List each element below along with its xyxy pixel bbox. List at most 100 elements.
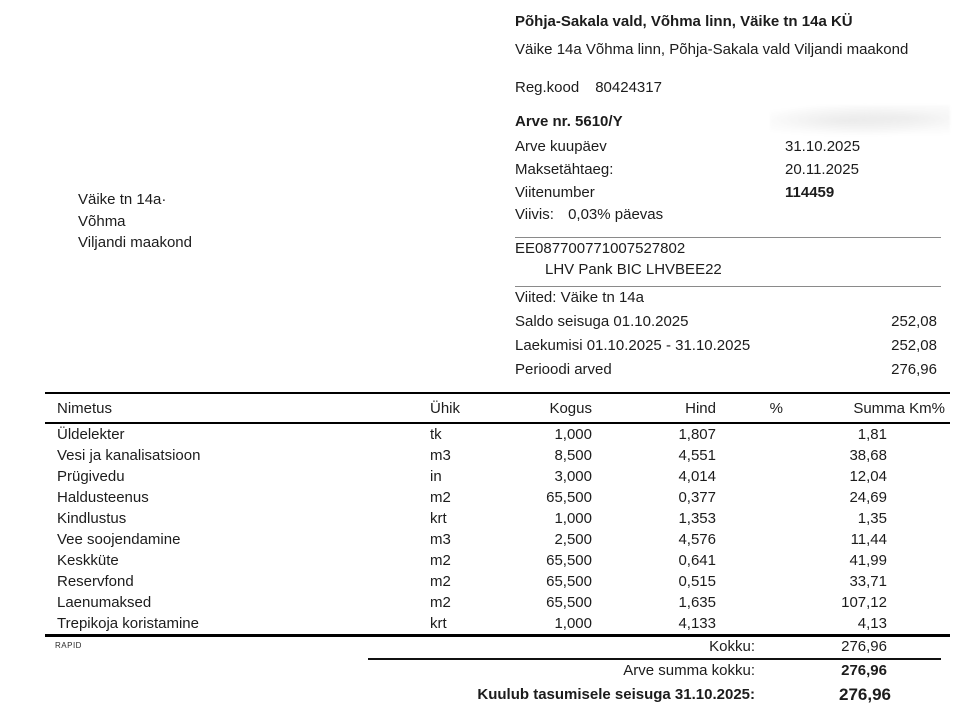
late-fee-row: Viivis: 0,03% päevas <box>515 205 941 225</box>
amount-due-row: Kuulub tasumisele seisuga 31.10.2025: 27… <box>45 683 950 707</box>
column-header-percent: % <box>716 392 783 424</box>
subtotal-row: Kokku: 276,96 <box>45 637 950 657</box>
payments-received-row: Laekumisi 01.10.2025 - 31.10.2025 252,08 <box>515 336 941 356</box>
table-cell: m3 <box>430 531 451 548</box>
invoice-total-row: Arve summa kokku: 276,96 <box>45 661 950 681</box>
postal-address: Väike tn 14a· Võhma Viljandi maakond <box>78 189 192 254</box>
table-row: Prügivedu in 3,000 4,014 12,04 <box>45 466 950 487</box>
bank-name: LHV Pank BIC LHVBEE22 <box>545 261 722 278</box>
scan-artifact <box>770 105 950 137</box>
table-row: Vesi ja kanalisatsioon m3 8,500 4,551 38,68 <box>45 445 950 466</box>
table-cell: 12,04 <box>849 468 887 485</box>
table-cell: 0,515 <box>678 573 716 590</box>
invoice-date-value: 31.10.2025 <box>785 138 861 155</box>
period-invoices-row: Perioodi arved 276,96 <box>515 360 941 380</box>
table-cell <box>716 487 783 508</box>
table-cell: Vee soojendamine <box>57 531 181 548</box>
table-row: Vee soojendamine m3 2,500 4,576 11,44 <box>45 529 950 550</box>
table-cell: 1,807 <box>678 426 716 443</box>
table-cell: 1,35 <box>857 510 887 527</box>
reg-code-line: Reg.kood 80424317 <box>515 78 941 98</box>
table-cell: 65,500 <box>546 552 592 569</box>
table-cell: 2,500 <box>554 531 592 548</box>
amount-due-label: Kuulub tasumisele seisuga 31.10.2025: <box>477 686 755 703</box>
column-header-nimetus: Nimetus <box>45 392 420 424</box>
software-watermark: RAPID <box>55 641 82 650</box>
table-cell: 4,551 <box>678 447 716 464</box>
table-row: Laenumaksed m2 65,500 1,635 107,12 <box>45 592 950 613</box>
table-cell <box>716 592 783 613</box>
table-row: Kindlustus krt 1,000 1,353 1,35 <box>45 508 950 529</box>
payments-received-label: Laekumisi 01.10.2025 - 31.10.2025 <box>515 337 751 354</box>
table-cell: krt <box>430 510 447 527</box>
table-cell: Vesi ja kanalisatsioon <box>57 447 201 464</box>
table-cell <box>716 550 783 571</box>
reference-number-row: Viitenumber 114459 <box>515 183 941 203</box>
invoice-date-row: Arve kuupäev 31.10.2025 <box>515 137 941 157</box>
column-header-hind: Hind <box>592 392 716 424</box>
table-cell: krt <box>420 613 535 637</box>
table-row: Haldusteenus m2 65,500 0,377 24,69 <box>45 487 950 508</box>
subtotal-label: Kokku: <box>709 638 755 655</box>
iban: EE087700771007527802 <box>515 240 686 257</box>
opening-balance-row: Saldo seisuga 01.10.2025 252,08 <box>515 312 941 332</box>
table-cell <box>716 466 783 487</box>
totals-divider <box>368 658 941 660</box>
table-cell: Laenumaksed <box>57 594 152 611</box>
opening-balance-label: Saldo seisuga 01.10.2025 <box>515 313 689 330</box>
table-cell <box>716 423 783 445</box>
table-cell: Prügivedu <box>57 468 125 485</box>
recipient-address: Väike 14a Võhma linn, Põhja-Sakala vald … <box>515 41 909 58</box>
table-cell: 1,635 <box>678 594 716 611</box>
opening-balance-value: 252,08 <box>891 313 937 330</box>
table-cell: 1,000 <box>554 510 592 527</box>
table-cell: 65,500 <box>546 594 592 611</box>
table-cell: 8,500 <box>554 447 592 464</box>
due-date-value: 20.11.2025 <box>785 161 859 178</box>
late-fee-label: Viivis: <box>515 206 554 223</box>
table-cell: Trepikoja koristamine <box>45 613 420 637</box>
table-cell: 11,44 <box>850 531 887 548</box>
invoice-date-label: Arve kuupäev <box>515 138 607 155</box>
postal-address-line: Viljandi maakond <box>78 234 192 251</box>
table-cell <box>716 571 783 592</box>
reference-line: Viited: Väike tn 14a <box>515 289 644 306</box>
table-cell: m2 <box>430 552 451 569</box>
column-header-uhik: Ühik <box>420 392 535 424</box>
table-cell <box>716 529 783 550</box>
table-cell: 4,576 <box>678 531 716 548</box>
table-cell: Reservfond <box>57 573 134 590</box>
period-invoices-label: Perioodi arved <box>515 361 612 378</box>
table-cell: Keskküte <box>57 552 119 569</box>
table-cell: in <box>430 468 442 485</box>
table-cell: 4,13 <box>783 613 950 637</box>
table-cell: Üldelekter <box>57 426 125 443</box>
table-cell: 65,500 <box>546 489 592 506</box>
table-cell: 4,014 <box>678 468 716 485</box>
divider <box>515 237 941 238</box>
table-cell: 1,353 <box>678 510 716 527</box>
table-cell: 41,99 <box>849 552 887 569</box>
table-cell: 107,12 <box>841 594 887 611</box>
table-cell: 1,000 <box>535 613 592 637</box>
due-date-row: Maksetähtaeg: 20.11.2025 <box>515 160 941 180</box>
table-cell: m2 <box>430 489 451 506</box>
divider <box>515 286 941 287</box>
late-fee-value: 0,03% päevas <box>568 206 664 223</box>
postal-address-line: Võhma <box>78 212 126 230</box>
table-row: Reservfond m2 65,500 0,515 33,71 <box>45 571 950 592</box>
column-header-kogus: Kogus <box>535 392 592 424</box>
table-header-row: Nimetus Ühik Kogus Hind % Summa Km% <box>45 392 950 424</box>
table-cell: Haldusteenus <box>57 489 149 506</box>
reg-code-label: Reg.kood <box>515 79 580 96</box>
table-cell: m2 <box>430 594 451 611</box>
table-cell: 4,133 <box>592 613 716 637</box>
column-header-summa: Summa Km% <box>783 392 950 424</box>
table-cell: 24,69 <box>849 489 887 506</box>
table-cell: 1,000 <box>554 426 592 443</box>
amount-due-value: 276,96 <box>839 685 891 704</box>
reference-number-label: Viitenumber <box>515 184 595 201</box>
table-row: Keskküte m2 65,500 0,641 41,99 <box>45 550 950 571</box>
table-cell: Kindlustus <box>57 510 127 527</box>
